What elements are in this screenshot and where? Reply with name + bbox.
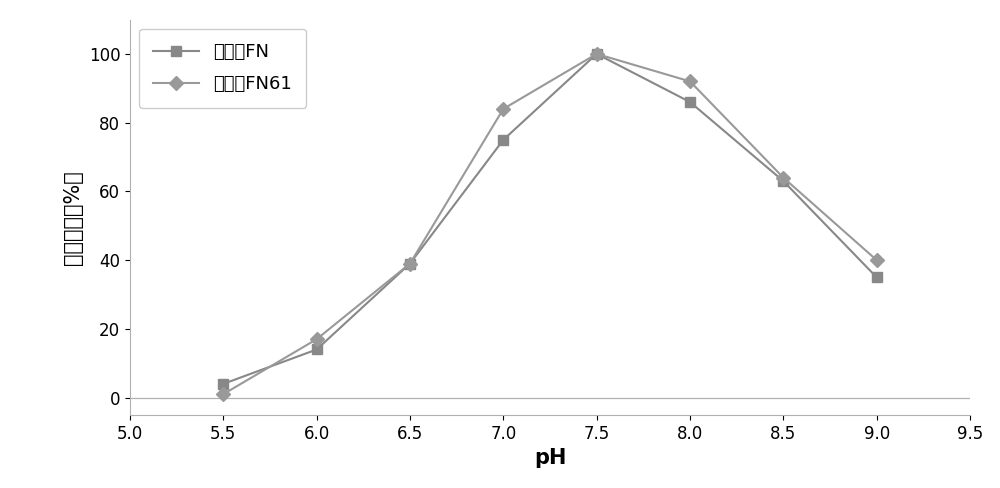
- 出发菌FN: [591, 51, 603, 57]
- Y-axis label: 相对酶活（%）: 相对酶活（%）: [63, 170, 83, 264]
- 突变菌FN61: [217, 391, 229, 397]
- Line: 出发菌FN: 出发菌FN: [218, 49, 882, 389]
- X-axis label: pH: pH: [534, 448, 566, 468]
- 突变菌FN61: [404, 261, 416, 266]
- 出发菌FN: [871, 274, 883, 280]
- 突变菌FN61: [311, 336, 323, 342]
- 突变菌FN61: [497, 106, 509, 112]
- 出发菌FN: [497, 137, 509, 143]
- 出发菌FN: [777, 178, 789, 184]
- 出发菌FN: [404, 261, 416, 266]
- 突变菌FN61: [591, 51, 603, 57]
- Legend: 出发菌FN, 突变菌FN61: 出发菌FN, 突变菌FN61: [139, 28, 306, 108]
- Line: 突变菌FN61: 突变菌FN61: [218, 49, 882, 399]
- 出发菌FN: [684, 99, 696, 105]
- 出发菌FN: [311, 346, 323, 352]
- 突变菌FN61: [684, 79, 696, 84]
- 出发菌FN: [217, 381, 229, 387]
- 突变菌FN61: [871, 257, 883, 263]
- 突变菌FN61: [777, 175, 789, 181]
